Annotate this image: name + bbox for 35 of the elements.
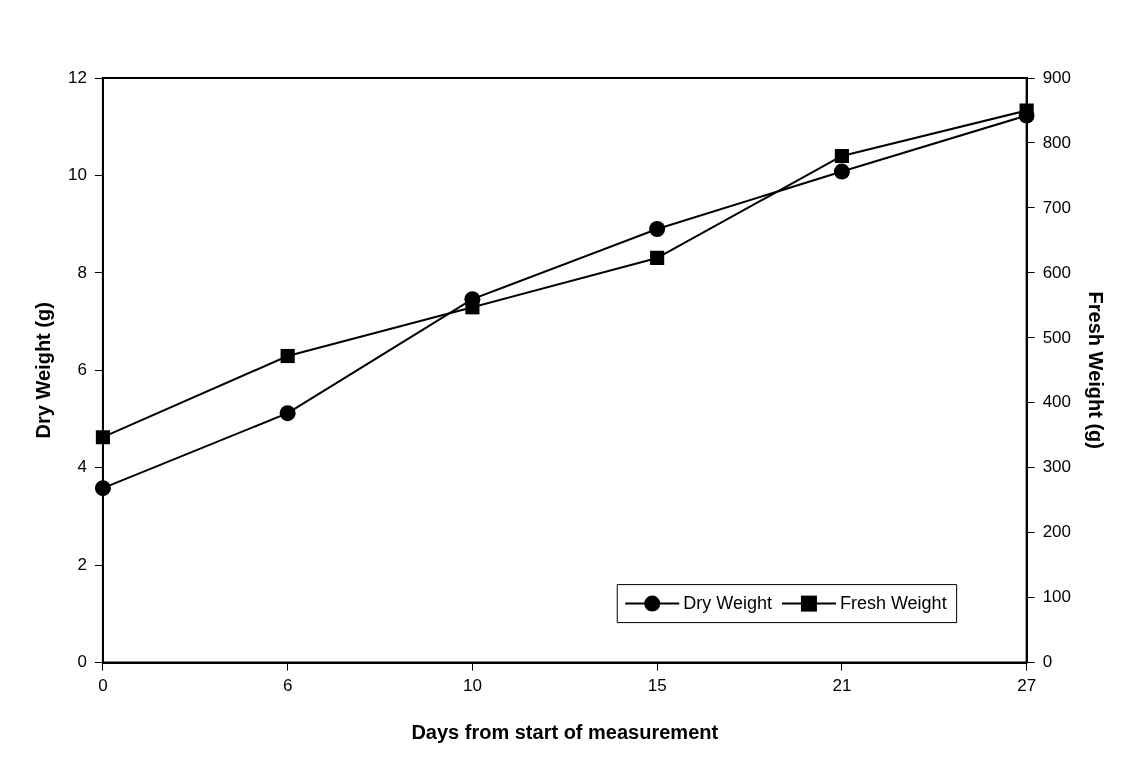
point <box>280 348 295 364</box>
point <box>650 250 665 265</box>
y-tick-label: 8 <box>77 262 87 282</box>
x-tick-label: 10 <box>462 676 482 696</box>
x-tick-label: 15 <box>647 676 667 696</box>
x-tick-label: 21 <box>832 676 852 696</box>
y-tick-label: 4 <box>77 457 87 477</box>
point <box>649 221 666 238</box>
y2-tick-label: 300 <box>1042 457 1072 477</box>
y-axis-title: Dry Weight (g) <box>31 302 54 439</box>
y2-tick-label: 800 <box>1042 132 1072 152</box>
y2-tick-label: 600 <box>1042 262 1072 282</box>
y-tick-label: 6 <box>77 359 87 379</box>
legend-label: Fresh Weight <box>839 592 947 613</box>
y2-tick-label: 400 <box>1042 392 1072 412</box>
y2-axis-title: Fresh Weight (g) <box>1085 291 1108 449</box>
y-tick-label: 10 <box>67 165 87 185</box>
legend-label: Dry Weight <box>683 592 772 613</box>
point <box>279 405 296 422</box>
y2-tick-label: 500 <box>1042 327 1072 347</box>
y2-tick-label: 700 <box>1042 197 1072 217</box>
point <box>834 148 849 164</box>
y-tick-label: 0 <box>77 652 87 672</box>
x-tick-label: 0 <box>98 676 108 696</box>
x-axis-title: Days from start of measurement <box>411 720 719 743</box>
point <box>465 300 480 315</box>
y2-tick-label: 200 <box>1042 522 1072 542</box>
y2-tick-label: 100 <box>1042 587 1072 607</box>
y2-tick-label: 0 <box>1042 652 1053 672</box>
x-tick-label: 27 <box>1017 676 1037 696</box>
x-tick-label: 6 <box>282 676 293 696</box>
y2-tick-label: 900 <box>1042 67 1072 87</box>
y-tick-label: 12 <box>67 67 87 87</box>
y-tick-label: 2 <box>77 554 87 574</box>
point <box>833 163 850 180</box>
